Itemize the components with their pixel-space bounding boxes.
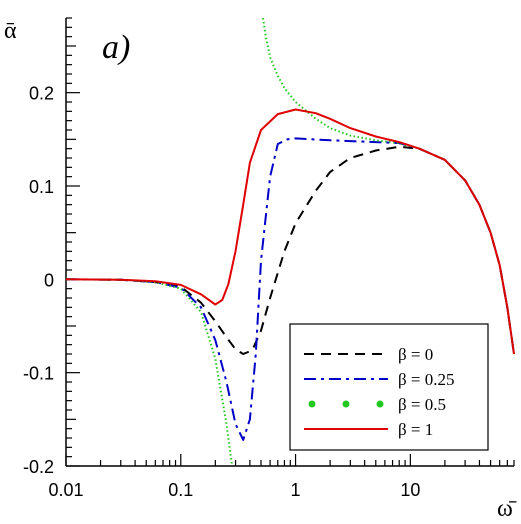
x-tick-label: 0.1 xyxy=(168,480,193,500)
panel-label: a) xyxy=(102,29,130,66)
series-line-0 xyxy=(65,145,515,355)
legend-label-3: β = 1 xyxy=(398,420,433,439)
y-tick-label: 0.2 xyxy=(29,84,54,104)
x-tick-label: 0.01 xyxy=(48,480,83,500)
legend-box xyxy=(289,323,489,451)
series-group xyxy=(65,17,515,467)
legend-label-2: β = 0.5 xyxy=(398,395,446,414)
y-tick-label: -0.1 xyxy=(23,364,54,384)
x-tick-label: 1 xyxy=(291,480,301,500)
y-tick-label: -0.2 xyxy=(23,457,54,477)
legend-marker-dot xyxy=(376,400,384,408)
legend-marker-dot xyxy=(308,400,316,408)
series-line-3 xyxy=(65,108,515,355)
y-tick-label: 0.1 xyxy=(29,177,54,197)
legend-marker-dot xyxy=(342,400,350,408)
series-line-2-branch xyxy=(262,17,515,355)
series-line-2 xyxy=(65,278,234,467)
legend: β = 0 β = 0.25 β = 0.5 β = 1 xyxy=(289,323,489,451)
x-tick-label: 10 xyxy=(400,480,420,500)
legend-label-1: β = 0.25 xyxy=(398,370,455,389)
y-axis-label: ᾱ xyxy=(4,18,17,44)
y-tick-label: 0 xyxy=(44,270,54,290)
ticks: 0.01 0.1 1 10 -0.2 -0.1 0 0.1 0.2 xyxy=(23,17,515,500)
legend-label-0: β = 0 xyxy=(398,345,433,364)
x-axis-label: ω̄ xyxy=(497,496,517,522)
